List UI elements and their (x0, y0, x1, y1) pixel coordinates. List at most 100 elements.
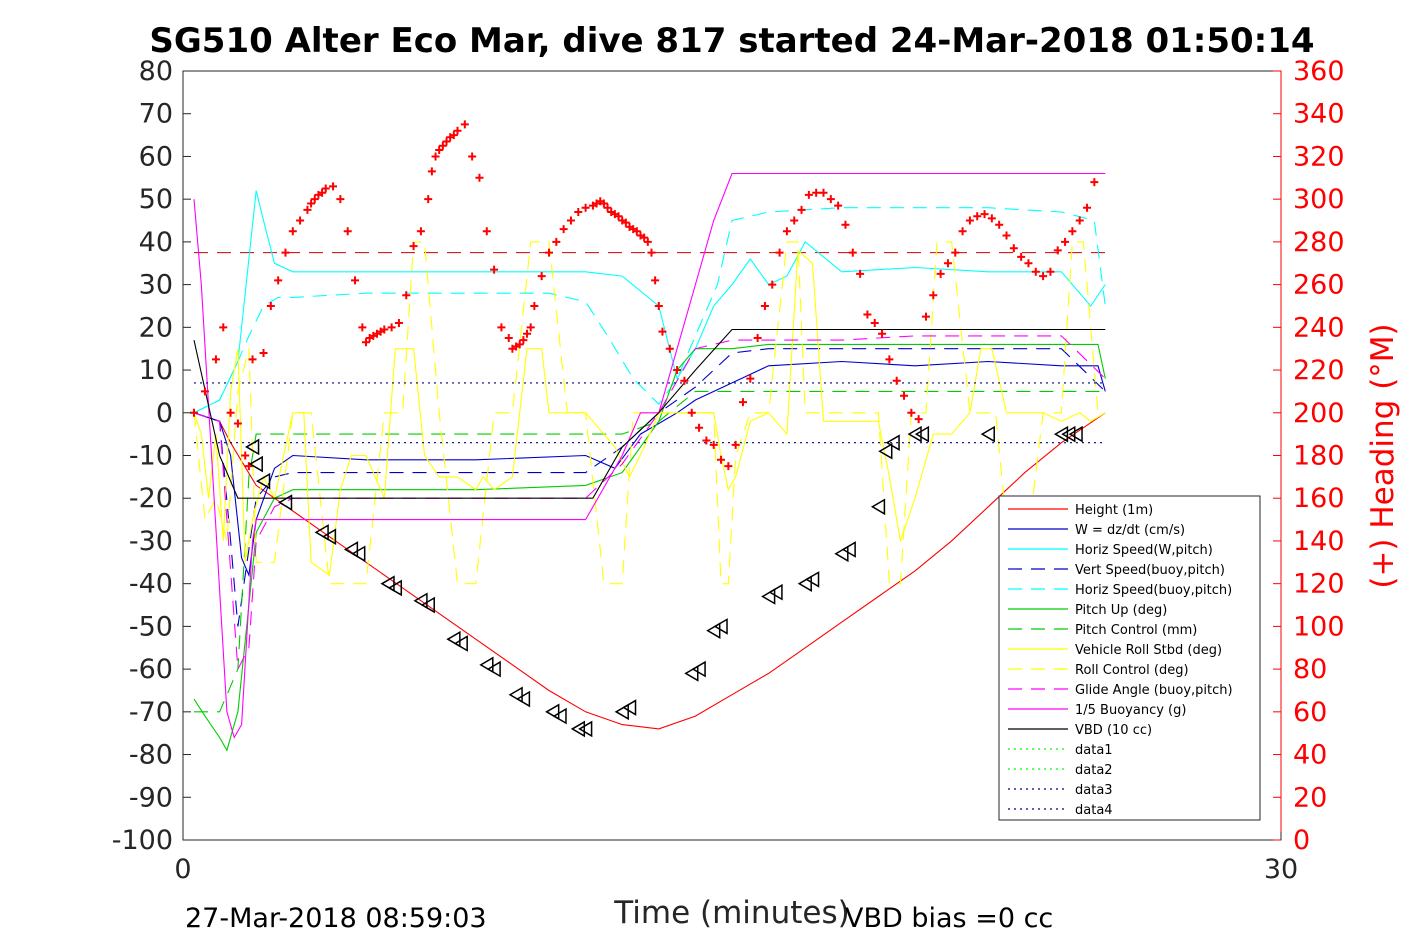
heading-point (1090, 178, 1099, 187)
heading-point (200, 387, 209, 396)
heading-point (1083, 203, 1092, 212)
series-line-9 (193, 335, 1106, 672)
heading-point (394, 319, 403, 328)
right-tick-label: 240 (1293, 312, 1345, 343)
heading-point (987, 214, 996, 223)
heading-point (599, 199, 608, 208)
left-tick-label: 40 (139, 227, 173, 258)
heading-point (958, 227, 967, 236)
legend-label: Glide Angle (buoy,pitch) (1075, 683, 1233, 698)
triangle-point (1061, 425, 1076, 443)
legend-label: VBD (10 cc) (1075, 723, 1152, 738)
heading-point (351, 276, 360, 285)
heading-point (640, 233, 649, 242)
heading-point (673, 366, 682, 375)
heading-point (530, 301, 539, 310)
legend-label: Pitch Control (mm) (1075, 623, 1197, 638)
series-layer (193, 172, 1106, 752)
heading-point (380, 325, 389, 334)
triangle-point (622, 699, 637, 716)
heading-point (438, 141, 447, 150)
heading-point (995, 220, 1004, 229)
heading-point (362, 338, 370, 347)
triangle-point (805, 571, 820, 588)
heading-point (775, 248, 784, 257)
footer-vbd-bias: VBD bias =0 cc (845, 903, 1053, 934)
right-tick-label: 180 (1293, 441, 1345, 472)
triangle-point (614, 703, 629, 721)
heading-point (318, 188, 327, 197)
heading-point (632, 227, 641, 236)
heading-point (834, 201, 843, 210)
heading-point (358, 323, 367, 332)
left-tick-label: 60 (139, 141, 173, 172)
legend-label: 1/5 Buoyancy (g) (1075, 703, 1186, 718)
triangle-point (420, 596, 435, 614)
right-tick-label: 260 (1293, 270, 1345, 301)
heading-point (790, 216, 799, 225)
heading-point (665, 344, 674, 353)
series-line-4 (193, 207, 1106, 414)
heading-point (980, 210, 989, 219)
heading-point (581, 203, 590, 212)
legend-label: Pitch Up (deg) (1075, 603, 1167, 618)
heading-point (1046, 267, 1055, 276)
series-line-10 (193, 172, 1106, 739)
x-tick-label: 30 (1264, 854, 1298, 885)
heading-point (402, 291, 411, 300)
triangle-point (387, 579, 403, 597)
series-line-3 (193, 348, 1106, 627)
heading-point (1017, 252, 1026, 261)
heading-point (1024, 259, 1033, 268)
footer-timestamp: 27-Mar-2018 08:59:03 (185, 903, 487, 934)
heading-point (782, 227, 791, 236)
heading-point (643, 237, 652, 246)
triangle-point (914, 425, 930, 443)
series-line-6 (194, 390, 1106, 713)
heading-point (797, 205, 806, 214)
heading-point (695, 423, 704, 432)
right-tick-label: 340 (1293, 99, 1345, 130)
heading-point (211, 355, 220, 364)
heading-point (497, 323, 506, 332)
heading-point (724, 462, 733, 471)
heading-point (870, 319, 879, 328)
heading-point (929, 291, 938, 300)
triangle-point (446, 630, 461, 648)
heading-point (259, 348, 268, 357)
heading-point (519, 336, 528, 345)
heading-point (416, 227, 425, 236)
right-axis: 3603403203002802602402202001801601401201… (1273, 56, 1345, 856)
legend-label: data4 (1075, 803, 1113, 818)
series-line-8 (193, 241, 1106, 585)
heading-point (687, 408, 696, 417)
triangle-point (453, 635, 468, 652)
legend-label: Vert Speed(buoy,pitch) (1075, 563, 1225, 578)
heading-point (647, 248, 656, 257)
right-tick-label: 320 (1293, 141, 1345, 172)
triangle-point (878, 442, 893, 460)
left-tick-label: -40 (129, 569, 173, 600)
triangle-point (834, 545, 849, 563)
plot-area (182, 70, 1282, 841)
heading-point (189, 408, 198, 417)
left-tick-label: 30 (139, 270, 173, 301)
heading-point (336, 195, 345, 204)
triangle-point (515, 690, 531, 708)
heading-point (680, 376, 689, 385)
heading-point (453, 126, 462, 135)
heading-point (921, 312, 930, 321)
legend-label: data2 (1075, 763, 1113, 778)
heading-point (219, 323, 228, 332)
heading-point (559, 225, 568, 234)
triangle-point (706, 622, 721, 639)
triangle-point (1053, 425, 1069, 443)
triangle-point (486, 660, 501, 678)
heading-point (266, 301, 275, 310)
left-tick-label: 10 (139, 355, 173, 386)
heading-point (885, 355, 894, 364)
heading-marker-layer (189, 120, 1099, 471)
right-tick-label: 0 (1293, 825, 1310, 856)
legend-label: Height (1m) (1075, 503, 1153, 518)
heading-point (709, 440, 718, 449)
